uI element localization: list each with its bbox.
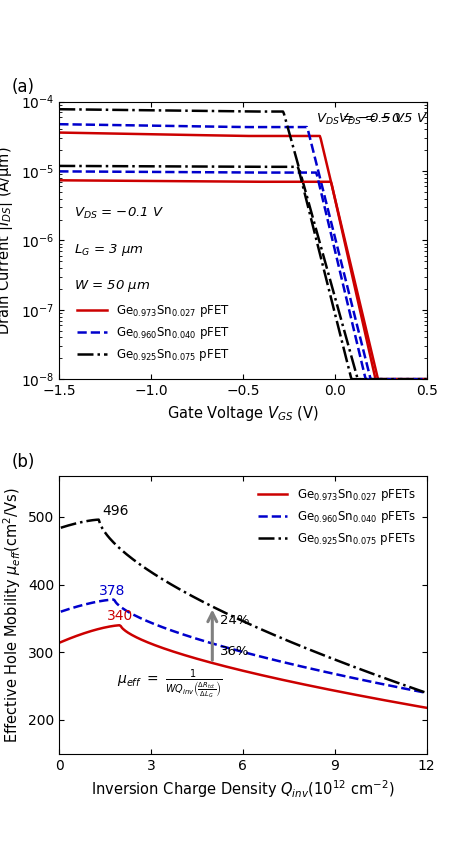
Legend: Ge$_{0.973}$Sn$_{0.027}$ pFETs, Ge$_{0.960}$Sn$_{0.040}$ pFETs, Ge$_{0.925}$Sn$_: Ge$_{0.973}$Sn$_{0.027}$ pFETs, Ge$_{0.9… (253, 482, 421, 551)
Text: $V_{DS}$ = −0.5 V: $V_{DS}$ = −0.5 V (338, 112, 428, 127)
Y-axis label: Effective Hole Mobility $\mu_{eff}$(cm$^{2}$/Vs): Effective Hole Mobility $\mu_{eff}$(cm$^… (1, 487, 23, 743)
Text: 340: 340 (107, 609, 133, 623)
Text: (b): (b) (11, 453, 35, 471)
Legend: Ge$_{0.973}$Sn$_{0.027}$ pFET, Ge$_{0.960}$Sn$_{0.040}$ pFET, Ge$_{0.925}$Sn$_{0: Ge$_{0.973}$Sn$_{0.027}$ pFET, Ge$_{0.96… (73, 298, 235, 368)
X-axis label: Inversion Charge Density $Q_{inv}$(10$^{12}$ cm$^{-2}$): Inversion Charge Density $Q_{inv}$(10$^{… (91, 778, 395, 800)
Text: $V_{DS}$ = −0.5 V: $V_{DS}$ = −0.5 V (317, 112, 407, 127)
X-axis label: Gate Voltage $V_{GS}$ (V): Gate Voltage $V_{GS}$ (V) (167, 403, 319, 423)
Text: $V_{DS}$ = −0.1 V: $V_{DS}$ = −0.1 V (74, 206, 164, 221)
Text: $\mu_{eff}\ =\ \frac{1}{WQ_{inv}\left(\frac{\Delta R_{tot}}{\Delta L_{G}}\right): $\mu_{eff}\ =\ \frac{1}{WQ_{inv}\left(\f… (117, 667, 222, 701)
Text: (a): (a) (11, 78, 35, 96)
Text: 24%: 24% (220, 614, 249, 627)
Text: 36%: 36% (220, 645, 249, 657)
Text: $L_G$ = 3 μm: $L_G$ = 3 μm (74, 242, 144, 258)
Text: 496: 496 (102, 504, 128, 518)
Text: $W$ = 50 μm: $W$ = 50 μm (74, 278, 150, 294)
Y-axis label: Drain Current $|I_{DS}|$ (A/μm): Drain Current $|I_{DS}|$ (A/μm) (0, 146, 15, 335)
Text: 378: 378 (99, 584, 126, 598)
